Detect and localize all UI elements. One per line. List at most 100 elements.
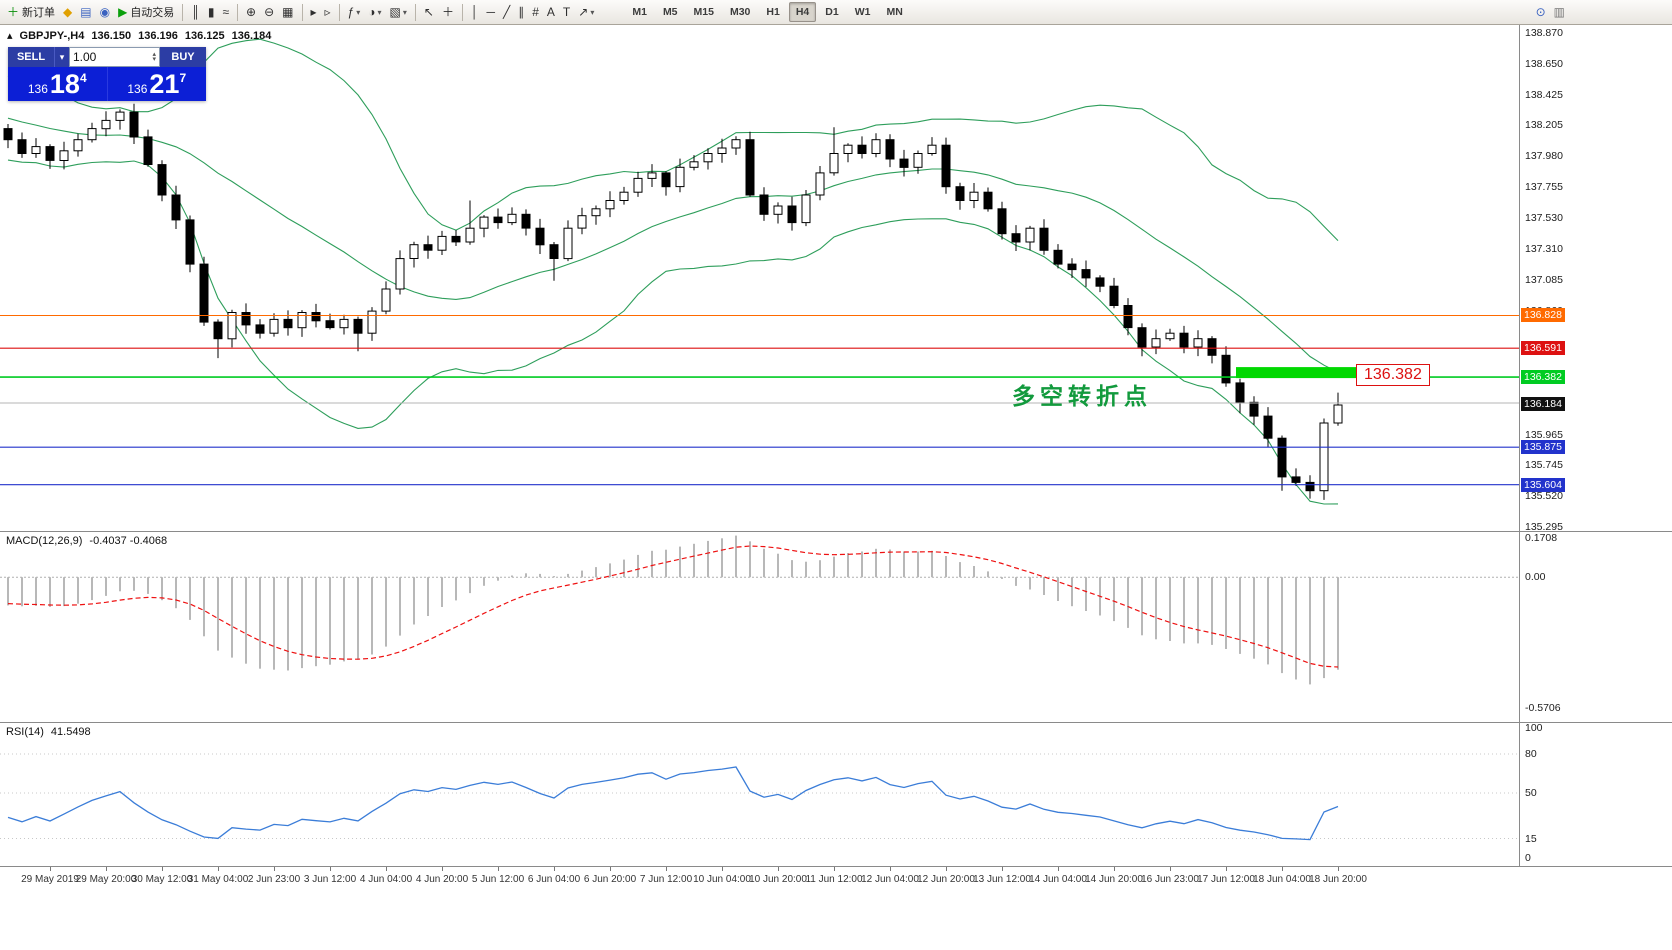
chevron-down-icon: ▾ <box>590 7 595 17</box>
price-tick: 135.745 <box>1525 459 1563 471</box>
new-order-button[interactable]: ＋新订单 <box>4 2 58 23</box>
rsi-tick: 100 <box>1525 722 1543 734</box>
tile-windows-icon[interactable]: ▦ <box>279 2 296 23</box>
autotrade-button-label: 自动交易 <box>130 7 175 19</box>
volume-input[interactable]: 1.00 ▴ ▾ <box>69 47 160 67</box>
macd-scale[interactable]: 0.1708 0.00 -0.5706 <box>1519 532 1672 722</box>
timeframe-m5[interactable]: M5 <box>662 6 678 18</box>
crosshair-icon-icon: ＋ <box>441 5 454 19</box>
bar-chart-type-icon[interactable]: ║ <box>188 2 203 23</box>
auto-scroll-icon[interactable]: ▸ <box>308 2 320 23</box>
time-axis[interactable]: 29 May 2019 29 May 20:00 30 May 12:00 31 Ma… <box>0 867 1672 950</box>
zoom-out-icon[interactable]: ⊖ <box>261 2 277 23</box>
time-tick <box>330 867 331 871</box>
volume-spin-up[interactable]: ▴ <box>152 51 156 58</box>
price-tick: 137.980 <box>1525 150 1563 162</box>
price-badge: 136.828 <box>1521 308 1565 322</box>
price-scale[interactable]: 138.870 138.650 138.425 138.205 137.980 137.7… <box>1519 25 1672 533</box>
chevron-down-icon: ▾ <box>402 7 407 17</box>
timeframe-d1[interactable]: D1 <box>825 6 839 18</box>
timeframe-h4[interactable]: H4 <box>788 2 817 22</box>
fibonacci-icon[interactable]: # <box>529 2 542 23</box>
rsi-tick: 50 <box>1525 787 1537 799</box>
trendline-icon[interactable]: ╱ <box>500 2 513 23</box>
new-order-button-label: 新订单 <box>22 7 56 19</box>
sell-price-big: 18 <box>49 68 80 99</box>
chevron-down-icon: ▾ <box>356 7 361 17</box>
order-type-dropdown[interactable]: ▾ <box>54 47 69 67</box>
rsi-header: RSI(14) 41.5498 <box>6 726 91 738</box>
time-tick <box>554 867 555 871</box>
templates-icon-icon: ▧ <box>389 5 401 19</box>
timeframe-mn[interactable]: MN <box>886 6 903 18</box>
chart-window-icon[interactable]: ◆ <box>60 2 75 23</box>
navigator-icon[interactable]: ◉ <box>97 2 113 23</box>
time-tick <box>834 867 835 871</box>
macd-histogram <box>7 535 1339 685</box>
time-label: 3 Jun 12:00 <box>303 874 357 885</box>
buy-button[interactable]: BUY <box>160 47 206 67</box>
time-tick <box>1114 867 1115 871</box>
trendline-icon-icon: ╱ <box>502 5 511 19</box>
horizontal-line-icon-icon: ─ <box>486 5 495 19</box>
buy-price[interactable]: 136 21 7 <box>106 67 207 101</box>
price-tag-label[interactable]: 136.382 <box>1356 364 1430 386</box>
price-chart-panel[interactable]: ▴ GBPJPY-,H4 136.150 136.196 136.125 136.184 … <box>0 25 1672 533</box>
arrows-icon-icon: ↗ <box>578 5 589 19</box>
equidistant-channel-icon[interactable]: ∥ <box>515 2 527 23</box>
rsi-label: RSI(14) <box>6 726 44 738</box>
volume-spin-down[interactable]: ▾ <box>152 56 156 63</box>
indicators-icon[interactable]: ƒ ▾ <box>345 2 364 23</box>
time-label: 4 Jun 04:00 <box>359 874 413 885</box>
macd-tick: 0.00 <box>1525 571 1546 583</box>
time-label: 10 Jun 04:00 <box>693 874 751 885</box>
navigator-icon-icon: ◉ <box>99 5 111 19</box>
periods-icon-icon: ◑ <box>368 5 376 19</box>
time-tick <box>1338 867 1339 871</box>
data-window-icon[interactable]: ▥ <box>1551 2 1568 23</box>
timeframe-m15[interactable]: M15 <box>693 6 714 18</box>
zoom-in-icon[interactable]: ⊕ <box>243 2 259 23</box>
time-tick <box>386 867 387 871</box>
new-order-icon: ＋ <box>7 5 20 19</box>
fibonacci-icon-icon: # <box>532 5 539 19</box>
time-tick <box>610 867 611 871</box>
sell-price[interactable]: 136 18 4 <box>8 67 107 101</box>
crosshair-icon[interactable]: ＋ <box>439 2 457 23</box>
rsi-line <box>7 766 1339 841</box>
horizontal-line-icon[interactable]: ─ <box>483 2 498 23</box>
text-icon[interactable]: A <box>544 2 558 23</box>
rsi-tick: 80 <box>1525 748 1537 760</box>
buy-price-sup: 7 <box>179 71 187 85</box>
vertical-line-icon[interactable]: │ <box>468 2 482 23</box>
timeframe-m30[interactable]: M30 <box>729 6 751 18</box>
chart-shift-icon[interactable]: ▹ <box>322 2 334 23</box>
macd-panel[interactable]: MACD(12,26,9) -0.4037 -0.4068 0.1708 0.00 -… <box>0 532 1672 723</box>
bollinger-upper-band <box>7 38 1339 241</box>
line-chart-type-icon[interactable]: ≈ <box>219 2 232 23</box>
cursor-icon[interactable]: ↖ <box>421 2 437 23</box>
rsi-panel[interactable]: RSI(14) 41.5498 100 80 50 15 0 <box>0 722 1672 867</box>
market-watch-icon[interactable]: ▤ <box>77 2 94 23</box>
volume-value: 1.00 <box>73 50 97 64</box>
timeframe-h1[interactable]: H1 <box>766 6 780 18</box>
time-tick <box>946 867 947 871</box>
sell-button[interactable]: SELL <box>8 47 54 67</box>
rsi-scale[interactable]: 100 80 50 15 0 <box>1519 722 1672 866</box>
price-tick: 137.310 <box>1525 243 1563 255</box>
time-tick <box>1170 867 1171 871</box>
text-label-icon[interactable]: T <box>560 2 573 23</box>
candlestick-chart-type-icon[interactable]: ▮ <box>205 2 218 23</box>
periods-icon[interactable]: ◑ ▾ <box>365 2 384 23</box>
volume-spinner: ▴ ▾ <box>152 51 156 63</box>
templates-icon[interactable]: ▧ ▾ <box>387 2 410 23</box>
timeframe-w1[interactable]: W1 <box>854 6 871 18</box>
toolbar-separator <box>301 3 303 21</box>
autotrade-button[interactable]: ▶ 自动交易 <box>115 2 177 23</box>
search-icon[interactable]: ⊙ <box>1533 2 1549 23</box>
timeframe-m1[interactable]: M1 <box>632 6 647 18</box>
arrows-icon[interactable]: ↗ ▾ <box>575 2 597 23</box>
price-tick: 135.520 <box>1525 490 1563 502</box>
price-chart-plot[interactable] <box>0 25 1519 532</box>
